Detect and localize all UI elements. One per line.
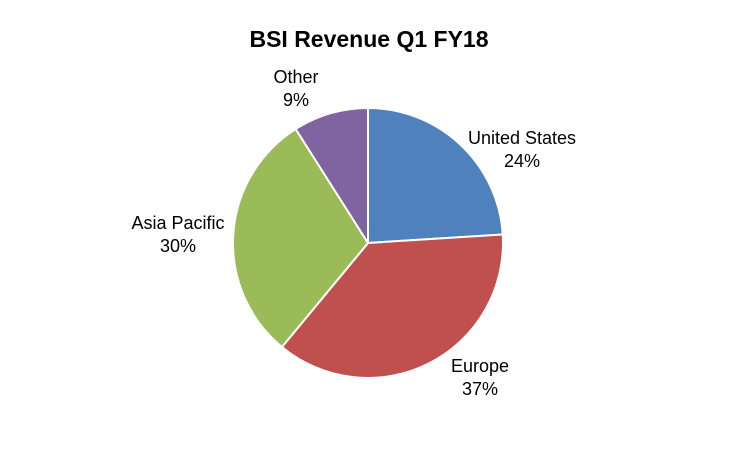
slice-label-other: Other 9% (273, 66, 318, 112)
slice-name: United States (467, 128, 577, 148)
slice-percent: 30% (159, 236, 197, 256)
pie-slice-europe (280, 233, 504, 379)
slice-label-united-states: United States 24% (468, 127, 576, 173)
slice-label-asia-pacific: Asia Pacific 30% (131, 212, 224, 258)
slice-name: Europe (450, 356, 510, 376)
pie-slice-asia-pacific (232, 128, 369, 349)
pie-slice-other (294, 107, 369, 244)
slice-percent: 24% (503, 151, 541, 171)
slice-label-europe: Europe 37% (451, 355, 509, 401)
pie-slice-united-states (367, 107, 504, 244)
slice-name: Other (273, 67, 319, 87)
slice-percent: 37% (461, 379, 499, 399)
slice-percent: 9% (282, 90, 309, 110)
slice-name: Asia Pacific (131, 213, 225, 233)
chart-title: BSI Revenue Q1 FY18 (249, 26, 489, 52)
